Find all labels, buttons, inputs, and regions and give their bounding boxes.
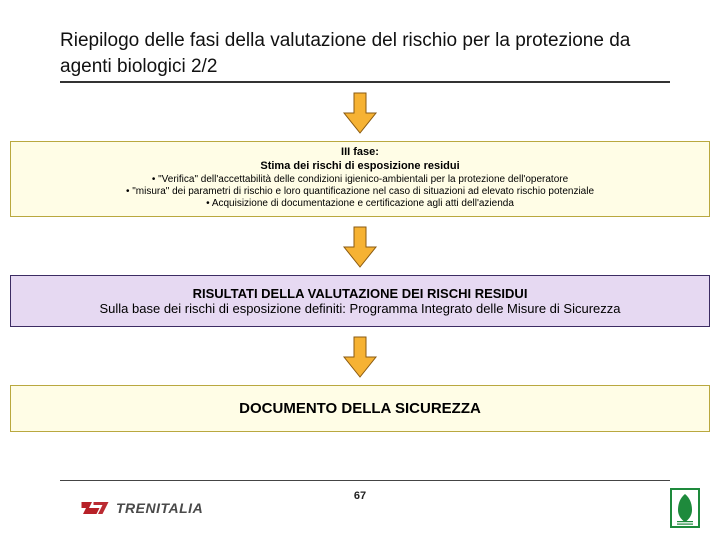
results-headline: RISULTATI DELLA VALUTAZIONE DEI RISCHI R… (23, 286, 697, 301)
phase3-bullet: Acquisizione di documentazione e certifi… (21, 198, 699, 210)
brand-logo: TRENITALIA (80, 498, 203, 518)
footer-row: TRENITALIA 67 (0, 481, 720, 531)
phase3-bullet: "misura" dei parametri di rischio e loro… (21, 186, 699, 198)
document-text: DOCUMENTO DELLA SICUREZZA (23, 400, 697, 417)
arrow-1 (0, 91, 720, 135)
brand-text: TRENITALIA (116, 500, 203, 516)
slide-title: Riepilogo delle fasi della valutazione d… (60, 28, 670, 79)
results-box: RISULTATI DELLA VALUTAZIONE DEI RISCHI R… (10, 275, 710, 327)
arrow-down-icon (342, 225, 378, 269)
title-underline: Riepilogo delle fasi della valutazione d… (60, 28, 670, 83)
brand-mark-icon (80, 498, 110, 518)
phase3-box: III fase:Stima dei rischi di esposizione… (10, 141, 710, 217)
arrow-3 (0, 335, 720, 379)
arrow-down-icon (342, 335, 378, 379)
page-number: 67 (354, 490, 366, 502)
phase3-bullet: "Verifica" dell'accettabilità delle cond… (21, 174, 699, 186)
results-subline: Sulla base dei rischi di esposizione def… (23, 301, 697, 316)
phase3-subtitle: Stima dei rischi di esposizione residui (21, 160, 699, 172)
phase3-bullets: "Verifica" dell'accettabilità delle cond… (21, 174, 699, 210)
arrow-down-icon (342, 91, 378, 135)
phase3-title: III fase: (21, 146, 699, 160)
document-box: DOCUMENTO DELLA SICUREZZA (10, 385, 710, 432)
footer-badge-icon (670, 488, 700, 528)
footer: TRENITALIA 67 (0, 480, 720, 540)
slide-title-block: Riepilogo delle fasi della valutazione d… (0, 0, 720, 83)
arrow-2 (0, 225, 720, 269)
